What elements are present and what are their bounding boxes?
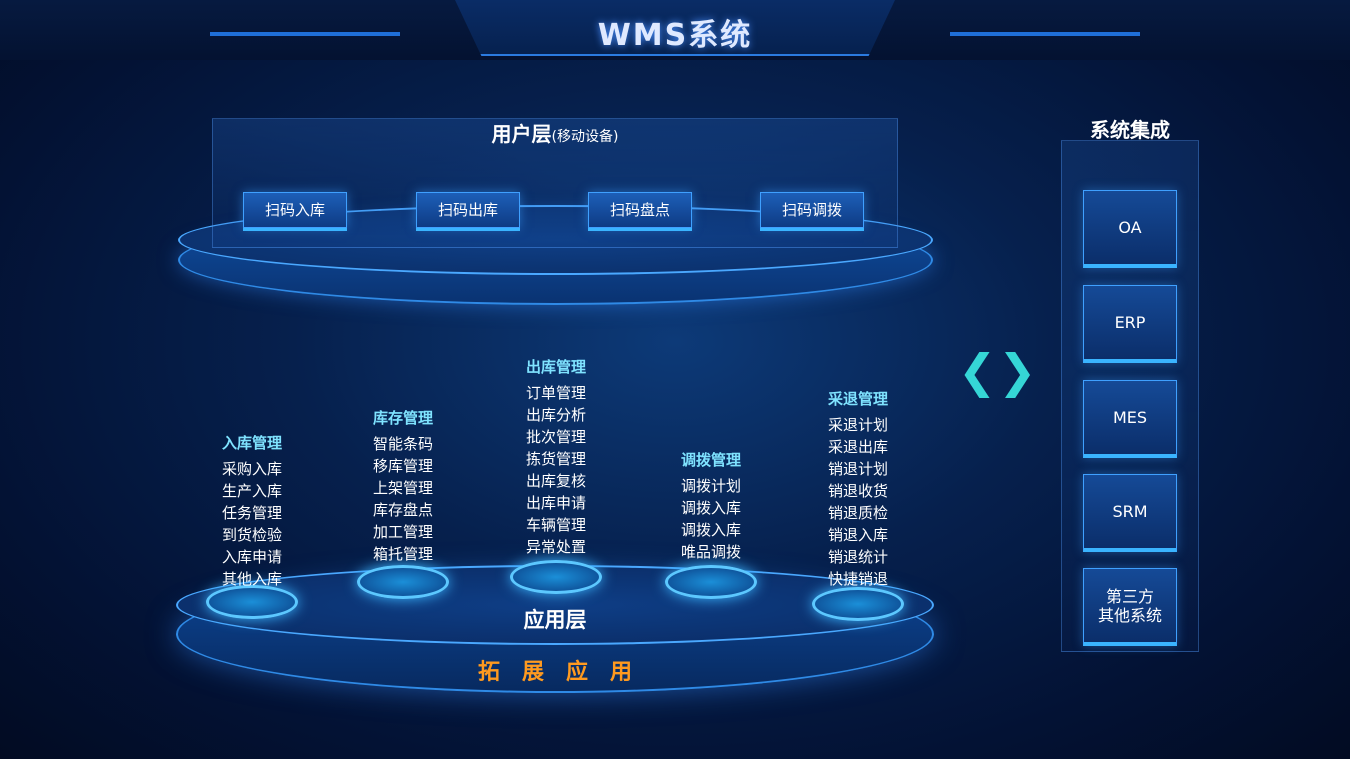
module-item[interactable]: 箱托管理 <box>372 545 433 563</box>
module-pedestal <box>665 565 757 599</box>
module-item[interactable]: 采退计划 <box>827 416 888 434</box>
page-title: WMS系统 <box>597 18 753 53</box>
header-decoration <box>950 32 1140 36</box>
module-item[interactable]: 其他入库 <box>221 570 282 588</box>
module-column: 调拨管理 调拨计划 调拨入库 调拨入库 唯品调拨 <box>651 449 771 563</box>
chevron-right-icon: ❯ <box>998 344 1037 398</box>
system-box[interactable]: SRM <box>1083 474 1177 552</box>
module-item[interactable]: 加工管理 <box>372 523 433 541</box>
module-title: 出库管理 <box>525 358 586 376</box>
user-button[interactable]: 扫码出库 <box>416 192 520 228</box>
module-item[interactable]: 智能条码 <box>372 435 433 453</box>
system-box[interactable]: ERP <box>1083 285 1177 363</box>
user-layer-title: 用户层(移动设备) <box>491 122 619 146</box>
module-item[interactable]: 采退出库 <box>827 438 888 456</box>
module-item[interactable]: 出库申请 <box>525 494 586 512</box>
module-title: 入库管理 <box>221 434 282 452</box>
title-box <box>455 0 895 56</box>
system-box[interactable]: OA <box>1083 190 1177 268</box>
module-pedestal <box>812 587 904 621</box>
module-column: 采退管理 采退计划采退出库销退计划销退收货销退质检销退入库销退统计快捷销退 <box>798 388 918 590</box>
header-decoration <box>210 32 400 36</box>
module-item[interactable]: 任务管理 <box>221 504 282 522</box>
extension-label: 拓 展 应 用 <box>477 660 632 685</box>
module-item[interactable]: 销退入库 <box>827 526 888 544</box>
module-item[interactable]: 调拨入库 <box>680 499 741 517</box>
module-pedestal <box>206 585 298 619</box>
module-item[interactable]: 库存盘点 <box>372 501 433 519</box>
module-title: 库存管理 <box>372 409 433 427</box>
chevron-left-icon: ❮ <box>958 344 997 398</box>
module-item[interactable]: 到货检验 <box>221 526 282 544</box>
module-item[interactable]: 调拨入库 <box>680 521 741 539</box>
user-button[interactable]: 扫码调拨 <box>760 192 864 228</box>
module-item[interactable]: 快捷销退 <box>827 570 888 588</box>
module-item[interactable]: 入库申请 <box>221 548 282 566</box>
module-item[interactable]: 唯品调拨 <box>680 543 741 561</box>
app-layer-title: 应用层 <box>523 608 587 632</box>
system-box[interactable]: MES <box>1083 380 1177 458</box>
integration-title: 系统集成 <box>1090 118 1170 142</box>
system-box[interactable]: 第三方 其他系统 <box>1083 568 1177 646</box>
module-item[interactable]: 上架管理 <box>372 479 433 497</box>
module-title: 调拨管理 <box>680 451 741 469</box>
module-item[interactable]: 生产入库 <box>221 482 282 500</box>
module-item[interactable]: 批次管理 <box>525 428 586 446</box>
module-item[interactable]: 销退统计 <box>827 548 888 566</box>
user-button[interactable]: 扫码盘点 <box>588 192 692 228</box>
user-button[interactable]: 扫码入库 <box>243 192 347 228</box>
module-item[interactable]: 销退质检 <box>827 504 888 522</box>
module-title: 采退管理 <box>827 390 888 408</box>
module-item[interactable]: 销退收货 <box>827 482 888 500</box>
module-column: 入库管理 采购入库生产入库任务管理到货检验入库申请其他入库 <box>192 432 312 590</box>
module-item[interactable]: 订单管理 <box>525 384 586 402</box>
module-item[interactable]: 异常处置 <box>525 538 586 556</box>
module-item[interactable]: 拣货管理 <box>525 450 586 468</box>
module-item[interactable]: 调拨计划 <box>680 477 741 495</box>
module-pedestal <box>357 565 449 599</box>
module-pedestal <box>510 560 602 594</box>
module-item[interactable]: 销退计划 <box>827 460 888 478</box>
module-column: 库存管理 智能条码移库管理上架管理库存盘点加工管理箱托管理 <box>343 407 463 565</box>
module-column: 出库管理 订单管理出库分析批次管理拣货管理出库复核出库申请车辆管理异常处置 <box>496 356 616 558</box>
module-item[interactable]: 出库复核 <box>525 472 586 490</box>
module-item[interactable]: 采购入库 <box>221 460 282 478</box>
module-item[interactable]: 出库分析 <box>525 406 586 424</box>
module-item[interactable]: 移库管理 <box>372 457 433 475</box>
module-item[interactable]: 车辆管理 <box>525 516 586 534</box>
